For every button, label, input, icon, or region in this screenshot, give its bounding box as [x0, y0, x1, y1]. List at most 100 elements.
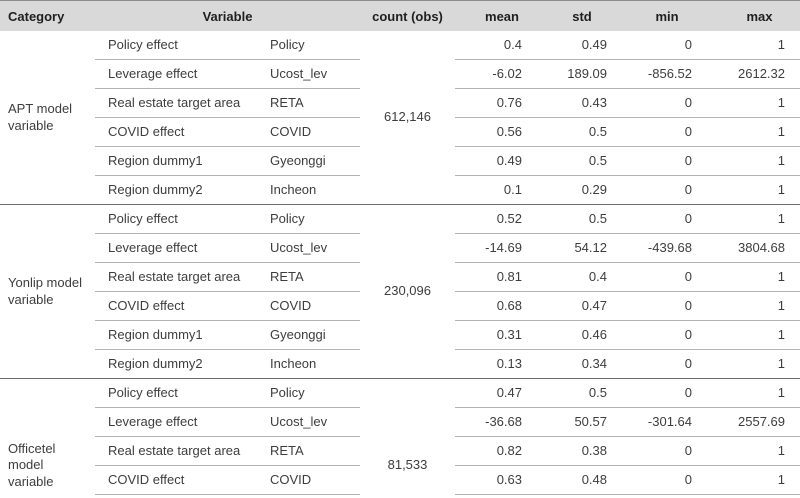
variable-label-cell: Region dummy1 [95, 146, 265, 176]
min-cell: 0 [615, 494, 700, 498]
table-row: Region dummy1 Gyeonggi 0.49 0.5 0 1 [0, 146, 800, 176]
mean-cell: 0.82 [455, 436, 530, 466]
variable-code-cell: Policy [270, 36, 305, 52]
mean-cell: -36.68 [455, 407, 530, 437]
max-cell: 1 [700, 88, 800, 118]
mean-cell: 0.42 [455, 494, 530, 498]
header-variable: Variable [95, 0, 360, 31]
variable-code-cell: Gyeonggi [265, 320, 360, 350]
max-cell: 2557.69 [700, 407, 800, 437]
table-row: COVID effect COVID 0.63 0.48 0 1 [0, 465, 800, 495]
variable-label-cell: COVID effect [95, 117, 265, 147]
table-row: Region dummy1 Gyeonggi 0.42 0.49 0 1 [0, 494, 800, 498]
variable-code-cell: COVID [265, 291, 360, 321]
table-row: Region dummy2 Incheon 0.1 0.29 0 1 [0, 175, 800, 205]
max-cell: 1 [700, 494, 800, 498]
std-cell: 50.57 [530, 407, 615, 437]
variable-code-cell: RETA [265, 436, 360, 466]
mean-cell: 0.81 [455, 262, 530, 292]
table-row: Leverage effect Ucost_lev -36.68 50.57 -… [0, 407, 800, 437]
variable-label-cell: Real estate target area [95, 88, 265, 118]
max-cell: 1 [700, 117, 800, 147]
count-cell: 230,096 [360, 204, 455, 379]
min-cell: 0 [615, 117, 700, 147]
variable-label-cell: Real estate target area [95, 436, 265, 466]
min-cell: 0 [615, 320, 700, 350]
mean-cell: 0.63 [455, 465, 530, 495]
variable-label-cell: Leverage effect [95, 233, 265, 263]
std-cell: 0.4 [530, 262, 615, 292]
variable-code-cell: RETA [265, 262, 360, 292]
variable-code-cell: COVID [265, 465, 360, 495]
std-cell: 0.5 [530, 378, 615, 408]
table-row: Officetel model variable Policy effect P… [0, 378, 800, 498]
max-cell: 1 [700, 146, 800, 176]
std-cell: 0.48 [530, 465, 615, 495]
max-cell: 1 [700, 349, 800, 379]
category-cell: Yonlip model variable [0, 204, 95, 379]
variable-label-cell: Leverage effect [95, 59, 265, 89]
table-row: Leverage effect Ucost_lev -14.69 54.12 -… [0, 233, 800, 263]
max-cell: 1 [700, 320, 800, 350]
std-cell: 0.47 [530, 291, 615, 321]
variable-label-cell: Policy effect [95, 204, 265, 234]
variable-code-cell: Ucost_lev [265, 59, 360, 89]
variable-code-cell: COVID [265, 117, 360, 147]
mean-cell: 0.52 [455, 204, 530, 234]
max-cell: 1 [700, 465, 800, 495]
header-row: Category Variable count (obs) mean std m… [0, 0, 800, 31]
max-cell: 1 [700, 291, 800, 321]
min-cell: -856.52 [615, 59, 700, 89]
min-cell: 0 [615, 291, 700, 321]
variable-label-cell: Region dummy1 [95, 320, 265, 350]
max-cell: 1 [777, 36, 785, 52]
variable-code-cell: Incheon [265, 349, 360, 379]
category-cell: Officetel model variable [0, 378, 95, 498]
table-row: COVID effect COVID 0.68 0.47 0 1 [0, 291, 800, 321]
std-cell: 189.09 [530, 59, 615, 89]
mean-cell: -14.69 [455, 233, 530, 263]
min-cell: -301.64 [615, 407, 700, 437]
variable-label-cell: COVID effect [95, 465, 265, 495]
std-cell: 0.46 [530, 320, 615, 350]
table-row: COVID effect COVID 0.56 0.5 0 1 [0, 117, 800, 147]
min-cell: 0 [615, 146, 700, 176]
max-cell: 1 [700, 175, 800, 205]
variable-label-cell: COVID effect [95, 291, 265, 321]
min-cell: -439.68 [615, 233, 700, 263]
header-count: count (obs) [360, 0, 455, 31]
table-row: Region dummy2 Incheon 0.13 0.34 0 1 [0, 349, 800, 379]
count-cell: 612,146 [384, 109, 431, 125]
mean-cell: -6.02 [455, 59, 530, 89]
mean-cell: 0.1 [455, 175, 530, 205]
std-cell: 0.43 [530, 88, 615, 118]
table-row: Region dummy1 Gyeonggi 0.31 0.46 0 1 [0, 320, 800, 350]
table-row: Real estate target area RETA 0.76 0.43 0… [0, 88, 800, 118]
mean-cell: 0.56 [455, 117, 530, 147]
min-cell: 0 [615, 349, 700, 379]
std-cell: 0.49 [581, 36, 607, 52]
variable-label-cell: Region dummy2 [95, 175, 265, 205]
min-cell: 0 [615, 204, 700, 234]
variable-code-cell: RETA [265, 88, 360, 118]
min-cell: 0 [684, 36, 692, 52]
variable-code-cell: Incheon [265, 175, 360, 205]
std-cell: 0.49 [530, 494, 615, 498]
header-category: Category [0, 0, 95, 31]
std-cell: 0.29 [530, 175, 615, 205]
header-std: std [530, 0, 615, 31]
header-max: max [700, 0, 800, 31]
min-cell: 0 [615, 465, 700, 495]
variable-label-cell: Leverage effect [95, 407, 265, 437]
section-officetel: Officetel model variable Policy effect P… [0, 378, 800, 498]
section-apt: APT model variable Policy effect Policy … [0, 31, 800, 205]
variable-label-cell: Region dummy1 [95, 494, 265, 498]
table-header: Category Variable count (obs) mean std m… [0, 0, 800, 31]
variable-code-cell: Policy [265, 378, 360, 408]
std-cell: 0.5 [530, 204, 615, 234]
variable-code-cell: Ucost_lev [265, 233, 360, 263]
std-cell: 0.5 [530, 146, 615, 176]
max-cell: 2612.32 [700, 59, 800, 89]
